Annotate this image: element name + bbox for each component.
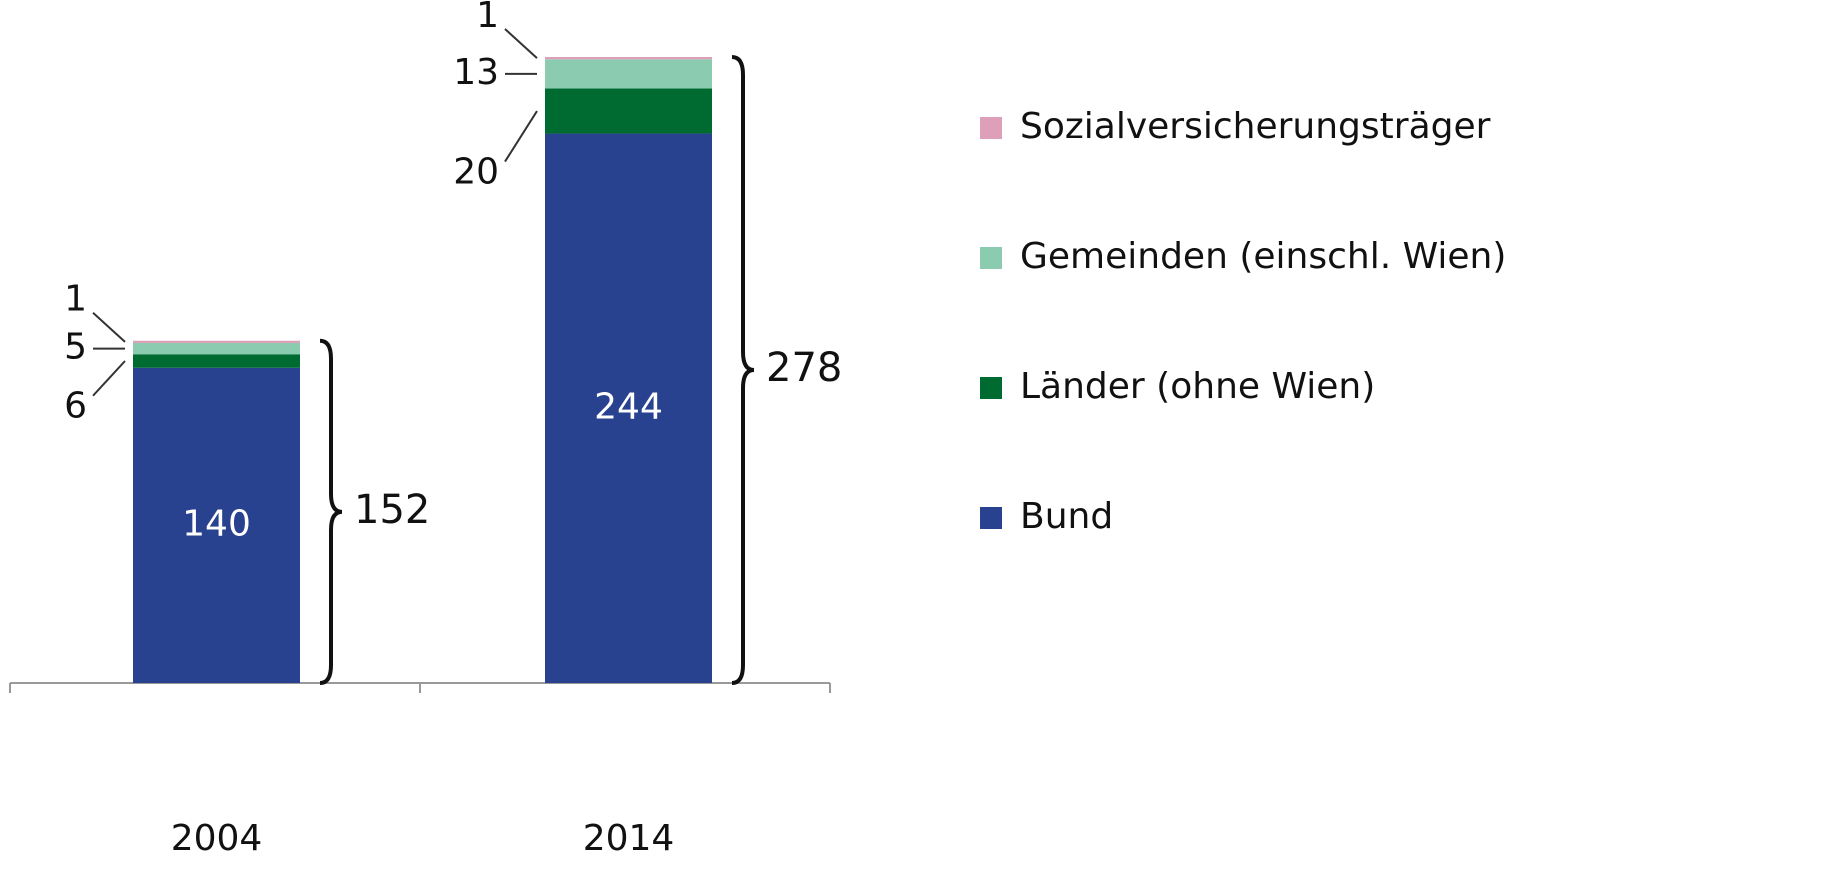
- legend-swatch: [980, 507, 1002, 529]
- bar-segment: [133, 340, 300, 343]
- total-brace: [731, 55, 755, 685]
- leader-line: [504, 28, 538, 59]
- value-label: 5: [64, 327, 87, 368]
- value-label: 244: [594, 386, 663, 427]
- leader-line: [92, 360, 126, 397]
- bar-segment: [133, 342, 300, 355]
- value-label: 20: [453, 152, 499, 193]
- legend-swatch: [980, 377, 1002, 399]
- bar-segment: [133, 367, 300, 683]
- value-label: 6: [64, 386, 87, 427]
- legend-label: Länder (ohne Wien): [1020, 366, 1375, 407]
- bar-segment: [545, 133, 712, 683]
- value-label: 1: [64, 279, 87, 320]
- value-label: 13: [453, 52, 499, 93]
- total-brace: [319, 338, 343, 685]
- leader-line: [504, 110, 538, 163]
- bar-segment: [133, 354, 300, 368]
- bar-segment: [545, 57, 712, 60]
- legend-label: Gemeinden (einschl. Wien): [1020, 236, 1506, 277]
- x-tick-label: 2004: [171, 818, 263, 859]
- value-label: 140: [182, 503, 251, 544]
- bar-segment: [545, 59, 712, 89]
- legend-label: Sozialversicherungsträger: [1020, 106, 1491, 147]
- legend-swatch: [980, 247, 1002, 269]
- total-label: 278: [766, 345, 842, 391]
- x-tick-label: 2014: [583, 818, 675, 859]
- value-label: 1: [476, 0, 499, 36]
- bar-segment: [545, 88, 712, 134]
- total-label: 152: [354, 487, 430, 533]
- leader-line: [92, 311, 126, 343]
- legend-label: Bund: [1020, 496, 1113, 537]
- legend-swatch: [980, 117, 1002, 139]
